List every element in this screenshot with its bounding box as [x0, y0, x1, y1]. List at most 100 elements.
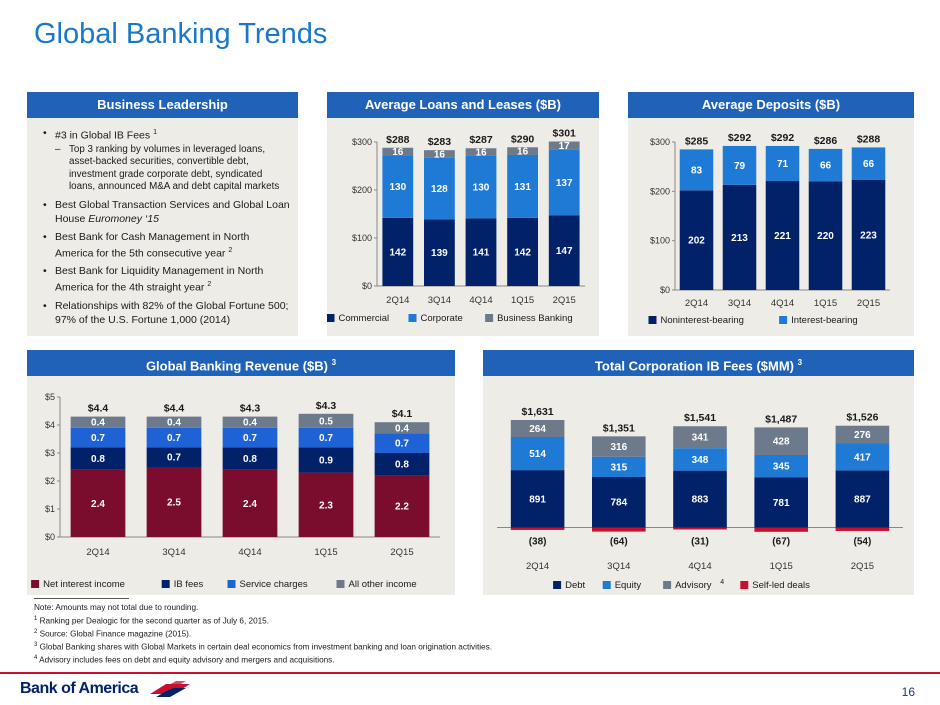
- legend-label: All other income: [349, 579, 417, 590]
- data-label: 887: [854, 494, 871, 505]
- legend-label: Commercial: [339, 313, 390, 324]
- bar-total-label: $288: [386, 134, 410, 146]
- revenue-chart: $0 $1 $2 $3 $4 $5 2.4 0.8 0.7 0.4 $4.4 2Q14 2.5 0.7 0.…: [31, 392, 440, 590]
- legend-label: Interest-bearing: [791, 315, 858, 326]
- x-tick-label: 3Q14: [607, 561, 630, 572]
- data-label: 348: [692, 455, 709, 466]
- data-label: (31): [691, 536, 709, 547]
- bar-segment: [507, 217, 538, 286]
- bar-total-label: $301: [553, 128, 577, 140]
- data-label: 2.2: [395, 502, 409, 513]
- bank-logo[interactable]: Bank of America: [20, 680, 192, 698]
- y-tick-label: $4: [45, 420, 55, 430]
- bar-segment: [70, 416, 126, 428]
- y-tick-label: $0: [660, 285, 670, 295]
- data-label: 142: [389, 247, 406, 258]
- loans-header: Average Loans and Leases ($B): [327, 92, 599, 118]
- note-item: 2 Source: Global Finance magazine (2015)…: [34, 628, 192, 639]
- bar-segment: [507, 154, 538, 218]
- bar-segment: [722, 184, 757, 290]
- bar-segment: [765, 145, 800, 181]
- legend-label: Net interest income: [43, 579, 125, 590]
- x-tick-label: 4Q14: [688, 561, 711, 572]
- bar-segment: [851, 147, 886, 180]
- data-label: 2.4: [243, 499, 257, 510]
- legend-label: Corporate: [421, 313, 463, 324]
- data-label: 16: [475, 148, 487, 159]
- data-label: 0.8: [243, 454, 257, 465]
- data-label: 220: [817, 231, 834, 242]
- business-leadership-panel: #3 in Global IB Fees 1Top 3 ranking by v…: [27, 118, 298, 336]
- bar-segment: [592, 527, 646, 532]
- bar-total-label: $1,351: [603, 422, 635, 434]
- bar-segment: [673, 470, 727, 528]
- bar-segment: [510, 470, 565, 528]
- bar-segment: [510, 437, 565, 471]
- data-label: 784: [610, 498, 627, 509]
- legend-swatch: [648, 316, 657, 324]
- y-tick-label: $2: [45, 476, 55, 486]
- bar-segment: [465, 218, 497, 286]
- bar-segment: [510, 419, 565, 437]
- legend-label: Self-led deals: [752, 580, 810, 591]
- x-tick-label: 2Q15: [390, 547, 413, 558]
- y-tick-label: $300: [650, 137, 670, 147]
- data-label: 71: [777, 159, 789, 170]
- data-label: 0.7: [395, 439, 409, 450]
- x-tick-label: 3Q14: [162, 547, 185, 558]
- bar-segment: [673, 448, 727, 471]
- notes-divider: [34, 598, 129, 599]
- data-label: 0.7: [91, 433, 105, 444]
- bar-segment: [592, 476, 646, 528]
- bar-segment: [298, 427, 354, 448]
- legend-swatch: [485, 314, 494, 322]
- bar-segment: [754, 454, 808, 478]
- bar-total-label: $292: [728, 132, 752, 144]
- data-label: 276: [854, 430, 871, 441]
- data-label: 2.4: [91, 499, 105, 510]
- bullet-item: Best Bank for Cash Management in North A…: [43, 230, 290, 261]
- bar-segment: [808, 148, 843, 182]
- bar-segment: [374, 475, 430, 537]
- bar-segment: [835, 470, 890, 528]
- note-item: 4 Advisory includes fees on debt and equ…: [34, 655, 335, 665]
- x-tick-label: 2Q15: [553, 295, 576, 306]
- bar-segment: [510, 527, 565, 530]
- legend-swatch: [602, 581, 611, 589]
- x-tick-label: 3Q14: [428, 295, 451, 306]
- legend-swatch: [408, 314, 417, 322]
- revenue-header-text: Global Banking Revenue ($B): [145, 358, 332, 374]
- y-tick-label: $0: [362, 281, 372, 291]
- data-label: 16: [392, 147, 404, 158]
- bar-total-label: $1,631: [522, 406, 554, 418]
- revenue-header-sup: 3: [331, 358, 337, 367]
- bar-segment: [851, 179, 886, 290]
- bar-segment: [592, 456, 646, 477]
- y-tick-label: $3: [45, 448, 55, 458]
- data-label: 221: [774, 231, 791, 242]
- bar-segment: [146, 416, 202, 428]
- data-label: 141: [473, 248, 490, 259]
- data-label: 0.4: [243, 418, 257, 429]
- bar-segment: [222, 447, 278, 470]
- data-label: 137: [556, 178, 573, 189]
- bar-segment: [465, 148, 497, 156]
- data-label: 891: [529, 494, 546, 505]
- y-tick-label: $200: [650, 186, 670, 196]
- bar-segment: [592, 436, 646, 457]
- data-label: 0.8: [395, 460, 409, 471]
- bar-segment: [835, 443, 890, 471]
- bar-segment: [548, 215, 580, 286]
- data-label: 315: [610, 462, 627, 473]
- bullet-item: Relationships with 82% of the Global For…: [43, 299, 290, 327]
- bar-segment: [382, 155, 414, 218]
- legend-swatch: [553, 581, 562, 589]
- bar-total-label: $4.4: [88, 403, 109, 415]
- data-label: 0.9: [319, 456, 333, 467]
- business-leadership-bullets: #3 in Global IB Fees 1Top 3 ranking by v…: [27, 118, 298, 327]
- data-label: 213: [731, 233, 748, 244]
- loans-panel: $0 $100 $200 $300 142 130 16 $288 2Q14 139 128 16 $2…: [326, 118, 599, 336]
- data-label: 147: [556, 246, 573, 257]
- data-label: 316: [610, 442, 627, 453]
- data-label: 2.5: [167, 498, 181, 509]
